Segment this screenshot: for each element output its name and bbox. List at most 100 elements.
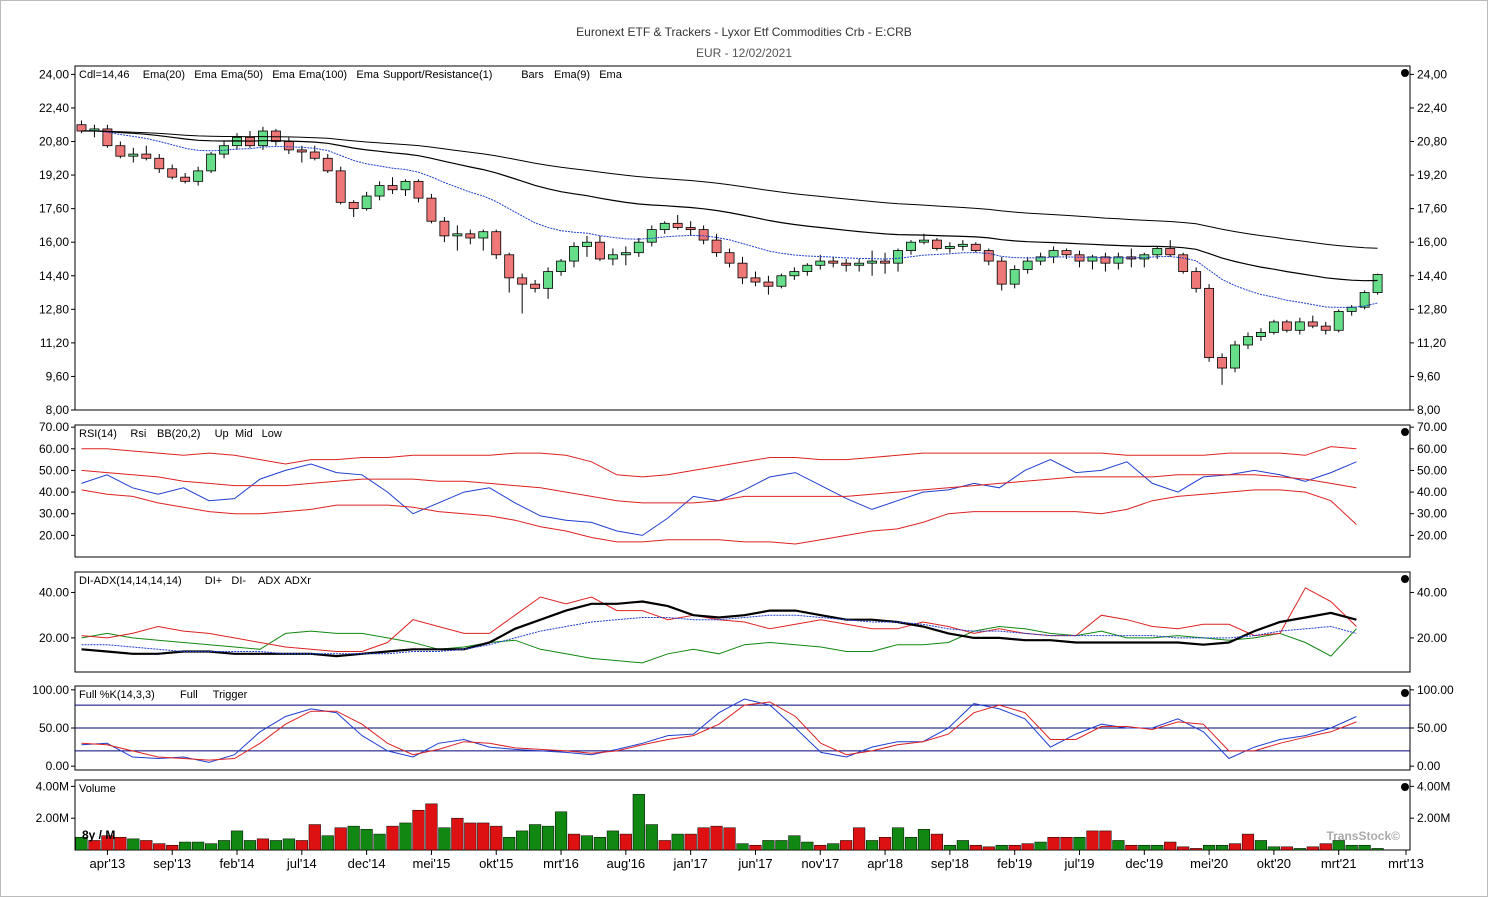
volume-bar [632,794,645,851]
candle-up [854,262,865,266]
y-tick-label: 12,80 [39,302,69,316]
volume-bar [710,825,723,851]
candle-up [452,233,463,237]
close-icon[interactable] [1401,575,1409,583]
candle-up [1009,269,1020,285]
volume-bar [334,827,347,851]
volume-bar [1021,843,1034,851]
volume-bar [438,827,451,851]
candle-up [1113,256,1124,264]
series-low-line [81,489,1357,545]
volume-bar [412,809,425,851]
legend-entry: DI-ADX(14,14,14,14) [79,575,182,587]
volume-bar [399,822,412,851]
candle-down [102,128,113,147]
ema50-line [81,130,1378,282]
volume-bar [542,825,555,851]
legend-entry: RSI(14) [79,428,117,440]
candle-down [1307,321,1318,327]
volume-bar [192,841,205,851]
volume-bar [891,827,905,851]
x-tick-label: apr'13 [90,856,126,871]
close-icon[interactable] [1401,689,1409,697]
candle-up [128,153,139,157]
candle-up [1346,306,1357,312]
volume-bar [425,803,438,851]
candle-down [309,151,320,159]
close-icon[interactable] [1401,69,1409,77]
candle-down [750,277,761,283]
y-tick-label: 50.00 [39,463,69,477]
y-tick-label: 20,80 [1417,135,1447,149]
y-tick-label: 17,60 [39,202,69,216]
y-tick-label: 40.00 [1417,585,1447,599]
y-tick-label: 100.00 [1417,683,1454,697]
candle-down [1061,250,1072,256]
volume-bar [801,841,814,851]
candle-down [1074,254,1085,262]
close-icon[interactable] [1401,428,1409,436]
volume-bar [762,840,775,851]
y-tick-label: 20.00 [1417,631,1447,645]
volume-bar [360,829,373,851]
candle-up [1139,254,1150,260]
candle-up [906,241,916,251]
series-adx-line [81,600,1357,658]
volume-bar [645,824,658,851]
candle-down [491,231,502,256]
volume-bar [1267,846,1280,851]
candle-down [594,241,605,260]
y-tick-label: 9,60 [1417,369,1441,383]
volume-bar [88,840,101,851]
candle-down [180,176,191,182]
ema20-line [81,130,1378,308]
volume-bar [658,840,671,851]
y-tick-label: 50.00 [1417,721,1447,735]
legend-entry: ADX [258,575,281,587]
volume-bar [567,833,581,851]
y-tick-label: 0.00 [1417,759,1441,773]
volume-bar [217,840,231,851]
candle-up [1243,336,1253,346]
volume-bar [930,833,944,851]
legend-entry: Bars [521,69,544,81]
candle-up [633,241,644,254]
volume-bar [1293,848,1306,851]
y-tick-label: 40.00 [1417,485,1447,499]
chart-title: Euronext ETF & Trackers - Lyxor Etf Comm… [576,25,912,39]
x-tick-label: dec'14 [348,856,386,871]
candle-up [1022,260,1033,270]
volume-bar [1190,848,1203,851]
series-mid-line [81,469,1357,504]
panel-di_adx: DI-ADX(14,14,14,14) DI+ DI- ADX ADXr 40.00 40.… [39,571,1447,673]
volume-bar [179,841,192,851]
volume-bar [295,840,308,851]
panel-volume: Volume 4.00M 4.00M 2.00M 2.00M [36,779,1450,851]
series-di-line [81,625,1357,664]
candle-down [996,260,1007,285]
y-tick-label: 4.00M [36,779,69,793]
volume-bar [943,844,956,851]
x-tick-label: mei'15 [412,856,450,871]
volume-bar [1138,844,1151,851]
candle-up [206,153,217,172]
candle-down [970,243,981,251]
volume-bars [75,794,1384,851]
volume-bar [1371,848,1384,851]
volume-bar [1177,846,1190,851]
volume-bar [1280,846,1293,851]
candle-down [685,227,696,231]
legend-entry: Rsi [130,428,146,440]
volume-bar [723,827,736,851]
volume-bar [1164,841,1177,851]
candle-up [543,271,554,289]
x-tick-label: mrt'13 [1388,856,1424,871]
close-icon[interactable] [1401,783,1409,791]
y-tick-label: 60.00 [1417,442,1447,456]
x-tick-label: feb'14 [220,856,255,871]
volume-bar [308,824,321,851]
y-tick-label: 14,40 [39,269,69,283]
y-tick-label: 70.00 [1417,420,1447,434]
candle-down [737,262,748,279]
volume-bar [1099,830,1112,851]
